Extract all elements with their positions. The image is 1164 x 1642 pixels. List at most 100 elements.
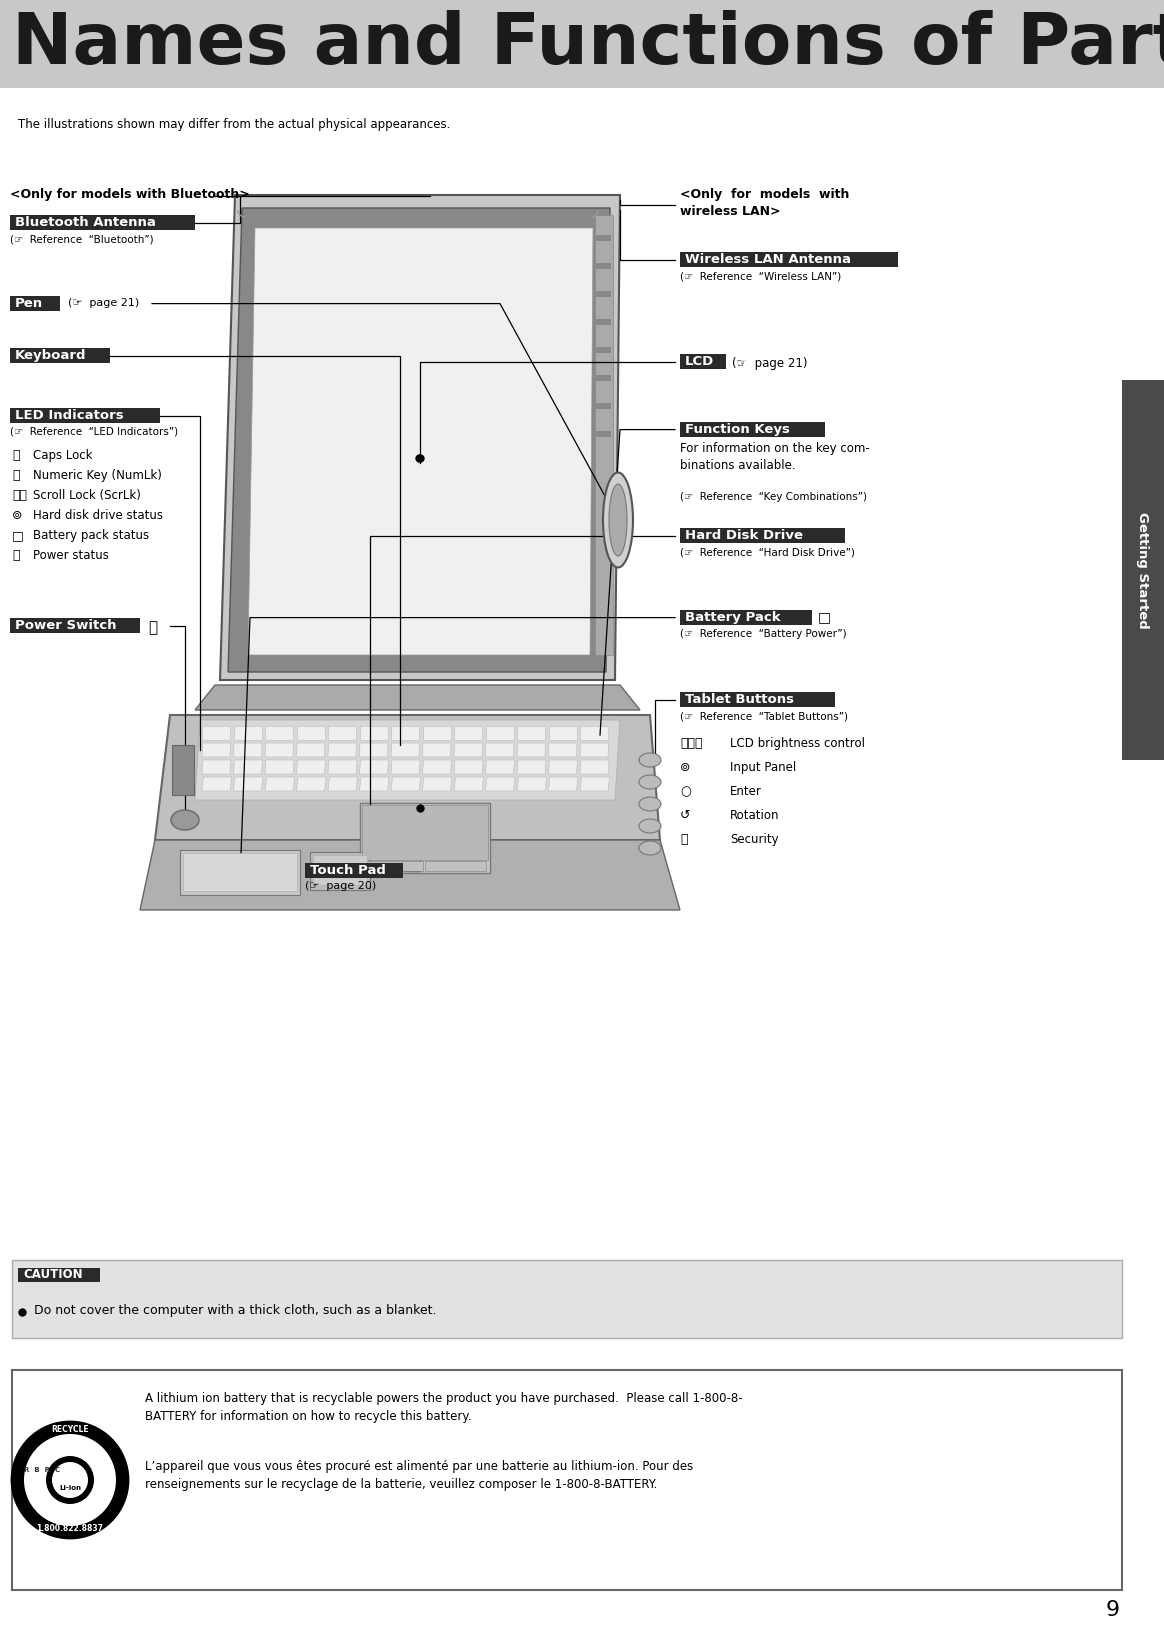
- Bar: [596, 235, 611, 241]
- Polygon shape: [265, 777, 294, 791]
- Text: Names and Functions of Parts: Names and Functions of Parts: [12, 10, 1164, 79]
- Bar: [10, 348, 111, 363]
- Text: Hard Disk Drive: Hard Disk Drive: [684, 529, 803, 542]
- Polygon shape: [297, 777, 326, 791]
- Polygon shape: [196, 719, 620, 800]
- Text: ⚿: ⚿: [680, 832, 688, 846]
- Text: ○: ○: [680, 785, 691, 798]
- Text: (☞  Reference  “LED Indicators”): (☞ Reference “LED Indicators”): [10, 427, 178, 437]
- Polygon shape: [360, 760, 389, 773]
- Polygon shape: [548, 777, 579, 791]
- Ellipse shape: [639, 841, 661, 855]
- Text: Pen: Pen: [15, 297, 43, 310]
- Polygon shape: [580, 777, 610, 791]
- Bar: [362, 860, 423, 870]
- Text: □: □: [12, 529, 23, 542]
- Polygon shape: [360, 777, 389, 791]
- Polygon shape: [485, 742, 514, 757]
- Bar: [596, 263, 611, 269]
- Text: Power Switch: Power Switch: [15, 619, 116, 632]
- Text: Power status: Power status: [33, 548, 109, 562]
- Text: 9: 9: [1106, 1599, 1120, 1621]
- Polygon shape: [140, 841, 680, 910]
- Text: Wireless LAN Antenna: Wireless LAN Antenna: [684, 253, 851, 266]
- Polygon shape: [155, 714, 660, 841]
- Text: RECYCLE: RECYCLE: [51, 1425, 88, 1433]
- Text: Security: Security: [730, 832, 779, 846]
- Text: Do not cover the computer with a thick cloth, such as a blanket.: Do not cover the computer with a thick c…: [34, 1304, 436, 1317]
- Text: ⓃⓃ⒴: ⓃⓃ⒴: [680, 737, 703, 750]
- Polygon shape: [360, 742, 388, 757]
- Text: Scroll Lock (ScrLk): Scroll Lock (ScrLk): [33, 489, 141, 502]
- Bar: [595, 215, 613, 655]
- Ellipse shape: [639, 775, 661, 790]
- Bar: [10, 617, 140, 634]
- Polygon shape: [580, 760, 609, 773]
- Polygon shape: [203, 726, 230, 741]
- Polygon shape: [517, 726, 545, 741]
- Polygon shape: [391, 742, 419, 757]
- Text: Li-ion: Li-ion: [59, 1484, 81, 1491]
- Polygon shape: [580, 742, 609, 757]
- Polygon shape: [297, 726, 325, 741]
- Circle shape: [24, 1433, 116, 1525]
- Polygon shape: [234, 777, 263, 791]
- Bar: [12, 1259, 1122, 1338]
- Bar: [680, 691, 835, 708]
- Polygon shape: [234, 742, 262, 757]
- Text: L’appareil que vous vous êtes procuré est alimenté par une batterie au lithium-i: L’appareil que vous vous êtes procuré es…: [146, 1460, 694, 1491]
- Text: LCD: LCD: [684, 355, 715, 368]
- Polygon shape: [360, 726, 388, 741]
- Ellipse shape: [639, 819, 661, 832]
- Text: <Only for models with Bluetooth>: <Only for models with Bluetooth>: [10, 187, 250, 200]
- Text: Battery pack status: Battery pack status: [33, 529, 149, 542]
- Polygon shape: [454, 742, 483, 757]
- Polygon shape: [517, 777, 547, 791]
- Text: Touch Pad: Touch Pad: [310, 864, 386, 877]
- Bar: [305, 864, 403, 878]
- Text: Tablet Buttons: Tablet Buttons: [684, 693, 794, 706]
- Bar: [425, 860, 487, 870]
- Text: A lithium ion battery that is recyclable powers the product you have purchased. : A lithium ion battery that is recyclable…: [146, 1392, 743, 1424]
- Text: (☞  page 21): (☞ page 21): [68, 297, 140, 309]
- Bar: [680, 609, 812, 626]
- Polygon shape: [203, 742, 230, 757]
- Text: (☞  Reference  “Bluetooth”): (☞ Reference “Bluetooth”): [10, 235, 154, 245]
- Polygon shape: [297, 760, 326, 773]
- Text: Enter: Enter: [730, 785, 762, 798]
- Ellipse shape: [639, 754, 661, 767]
- Text: Battery Pack: Battery Pack: [684, 611, 781, 624]
- Polygon shape: [548, 760, 577, 773]
- Polygon shape: [423, 742, 450, 757]
- Bar: [12, 1369, 1122, 1589]
- Bar: [10, 296, 61, 312]
- Circle shape: [12, 1422, 128, 1539]
- Polygon shape: [265, 760, 294, 773]
- Bar: [1122, 379, 1164, 760]
- Ellipse shape: [171, 810, 199, 829]
- Text: ⏻: ⏻: [148, 621, 157, 635]
- Polygon shape: [580, 726, 608, 741]
- Text: Rotation: Rotation: [730, 810, 780, 823]
- Text: ↺: ↺: [680, 810, 690, 823]
- Bar: [180, 851, 300, 895]
- Polygon shape: [265, 742, 293, 757]
- Polygon shape: [517, 742, 546, 757]
- Text: ⊚: ⊚: [680, 762, 690, 773]
- Bar: [313, 855, 367, 885]
- Text: ⊚: ⊚: [12, 509, 22, 522]
- Polygon shape: [485, 777, 514, 791]
- Bar: [310, 852, 370, 890]
- Bar: [680, 422, 825, 437]
- Text: Ⓟ: Ⓟ: [12, 548, 20, 562]
- Bar: [596, 319, 611, 325]
- Bar: [596, 430, 611, 437]
- Text: Keyboard: Keyboard: [15, 350, 86, 363]
- Text: Input Panel: Input Panel: [730, 762, 796, 773]
- Polygon shape: [423, 760, 452, 773]
- Bar: [680, 355, 726, 369]
- Circle shape: [47, 1456, 94, 1504]
- Polygon shape: [265, 726, 293, 741]
- Text: (☞  Reference  “Battery Power”): (☞ Reference “Battery Power”): [680, 629, 846, 639]
- Polygon shape: [203, 760, 230, 773]
